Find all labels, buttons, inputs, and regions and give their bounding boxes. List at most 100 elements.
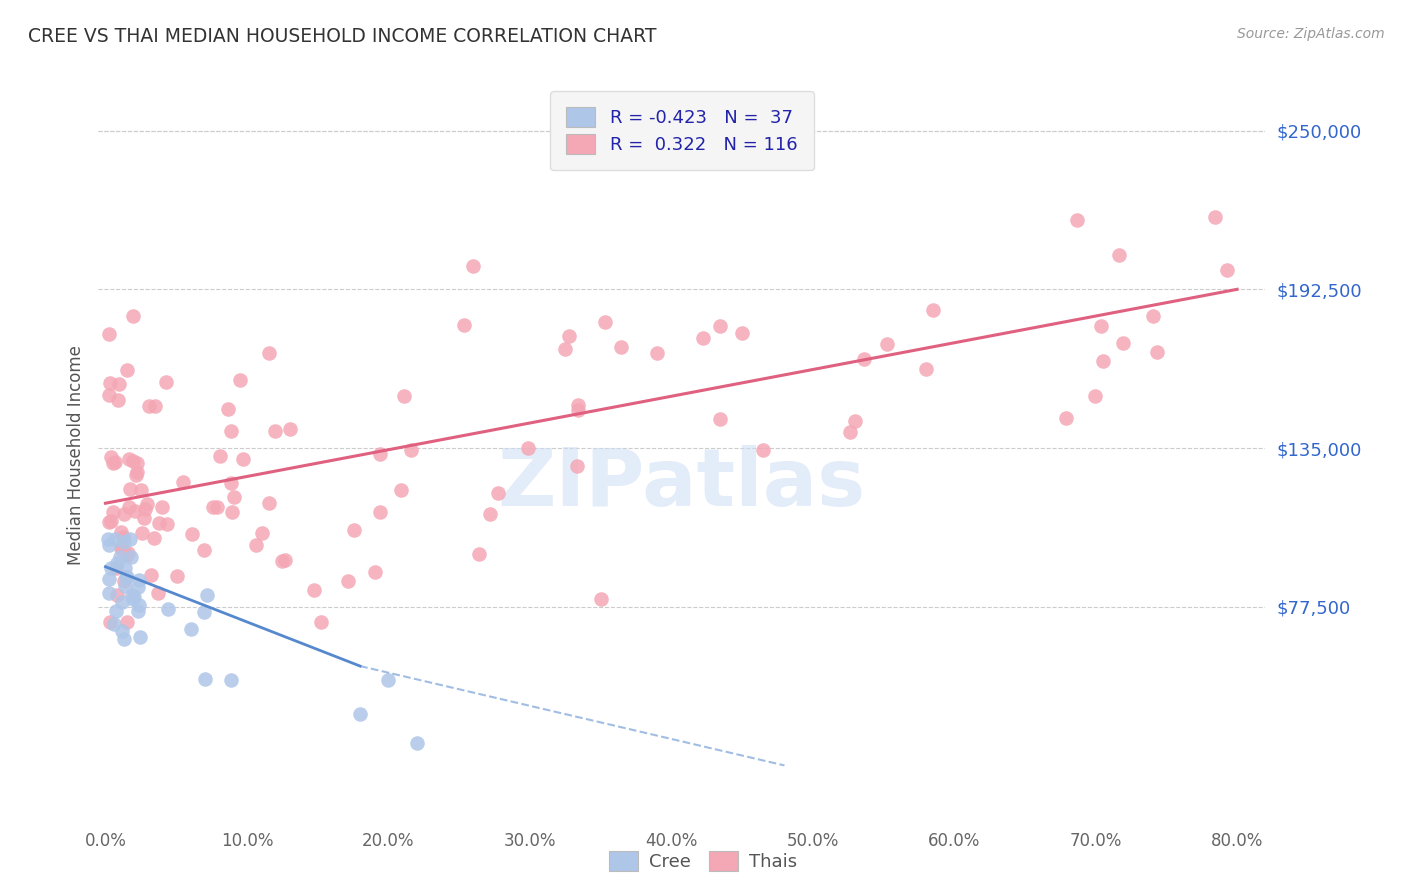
Point <box>118 451 141 466</box>
Point <box>250 525 273 540</box>
Point <box>219 673 242 688</box>
Point <box>221 424 243 438</box>
Point <box>122 454 145 468</box>
Point <box>157 602 180 616</box>
Point <box>111 594 134 608</box>
Point <box>593 315 616 329</box>
Point <box>105 556 128 570</box>
Point <box>567 459 589 474</box>
Point <box>558 329 581 343</box>
Point <box>193 543 215 558</box>
Point <box>142 531 165 545</box>
Point <box>1092 354 1115 368</box>
Point <box>202 500 225 514</box>
Point <box>146 585 169 599</box>
Point <box>111 624 134 639</box>
Point <box>150 500 173 514</box>
Point <box>104 532 127 546</box>
Point <box>98 388 121 402</box>
Point <box>921 303 943 318</box>
Point <box>121 589 143 603</box>
Point <box>117 570 139 584</box>
Text: ZIPatlas: ZIPatlas <box>498 445 866 524</box>
Point <box>115 548 138 562</box>
Point <box>478 508 501 522</box>
Point <box>105 588 128 602</box>
Text: Source: ZipAtlas.com: Source: ZipAtlas.com <box>1237 27 1385 41</box>
Point <box>124 504 146 518</box>
Point <box>181 527 204 541</box>
Point <box>1142 309 1164 323</box>
Point <box>129 483 152 497</box>
Point <box>114 569 136 583</box>
Point <box>128 598 150 612</box>
Point <box>278 422 301 436</box>
Point <box>193 605 215 619</box>
Point <box>112 530 135 544</box>
Point <box>222 490 245 504</box>
Point <box>1204 211 1226 225</box>
Point <box>302 582 325 597</box>
Point <box>343 523 366 537</box>
Point <box>111 541 134 556</box>
Y-axis label: Median Household Income: Median Household Income <box>66 345 84 565</box>
Point <box>554 342 576 356</box>
Point <box>172 475 194 490</box>
Point <box>105 561 128 575</box>
Point <box>98 538 121 552</box>
Point <box>100 515 122 529</box>
Point <box>120 482 142 496</box>
Point <box>121 549 143 564</box>
Point <box>110 524 132 539</box>
Point <box>647 346 669 360</box>
Point <box>274 553 297 567</box>
Point <box>368 447 391 461</box>
Point <box>195 588 218 602</box>
Point <box>148 516 170 530</box>
Point <box>1090 319 1112 334</box>
Point <box>98 327 121 342</box>
Point <box>271 554 294 568</box>
Point <box>309 615 332 629</box>
Point <box>399 442 422 457</box>
Point <box>486 486 509 500</box>
Point <box>1146 345 1168 359</box>
Point <box>336 574 359 588</box>
Point <box>125 465 148 479</box>
Point <box>127 604 149 618</box>
Point <box>112 574 135 588</box>
Point <box>467 547 489 561</box>
Point <box>709 411 731 425</box>
Point <box>118 500 141 514</box>
Point <box>101 456 124 470</box>
Point <box>1216 263 1239 277</box>
Point <box>143 399 166 413</box>
Point <box>134 502 156 516</box>
Point <box>731 326 754 341</box>
Point <box>117 546 139 560</box>
Point <box>118 532 141 546</box>
Point <box>180 622 202 636</box>
Point <box>368 505 391 519</box>
Point <box>98 615 121 629</box>
Point <box>108 549 131 564</box>
Point <box>110 541 132 555</box>
Point <box>377 673 399 687</box>
Point <box>125 468 148 483</box>
Point <box>115 615 138 629</box>
Legend: Cree, Thais: Cree, Thais <box>602 844 804 879</box>
Point <box>392 389 415 403</box>
Point <box>229 372 252 386</box>
Point <box>1108 248 1130 262</box>
Point <box>245 538 267 552</box>
Point <box>1112 335 1135 350</box>
Point <box>389 483 412 497</box>
Point <box>853 352 876 367</box>
Point <box>125 456 148 470</box>
Point <box>589 592 612 607</box>
Text: CREE VS THAI MEDIAN HOUSEHOLD INCOME CORRELATION CHART: CREE VS THAI MEDIAN HOUSEHOLD INCOME COR… <box>28 27 657 45</box>
Legend: R = -0.423   N =  37, R =  0.322   N = 116: R = -0.423 N = 37, R = 0.322 N = 116 <box>550 91 814 170</box>
Point <box>117 363 139 377</box>
Point <box>138 399 160 413</box>
Point <box>405 736 427 750</box>
